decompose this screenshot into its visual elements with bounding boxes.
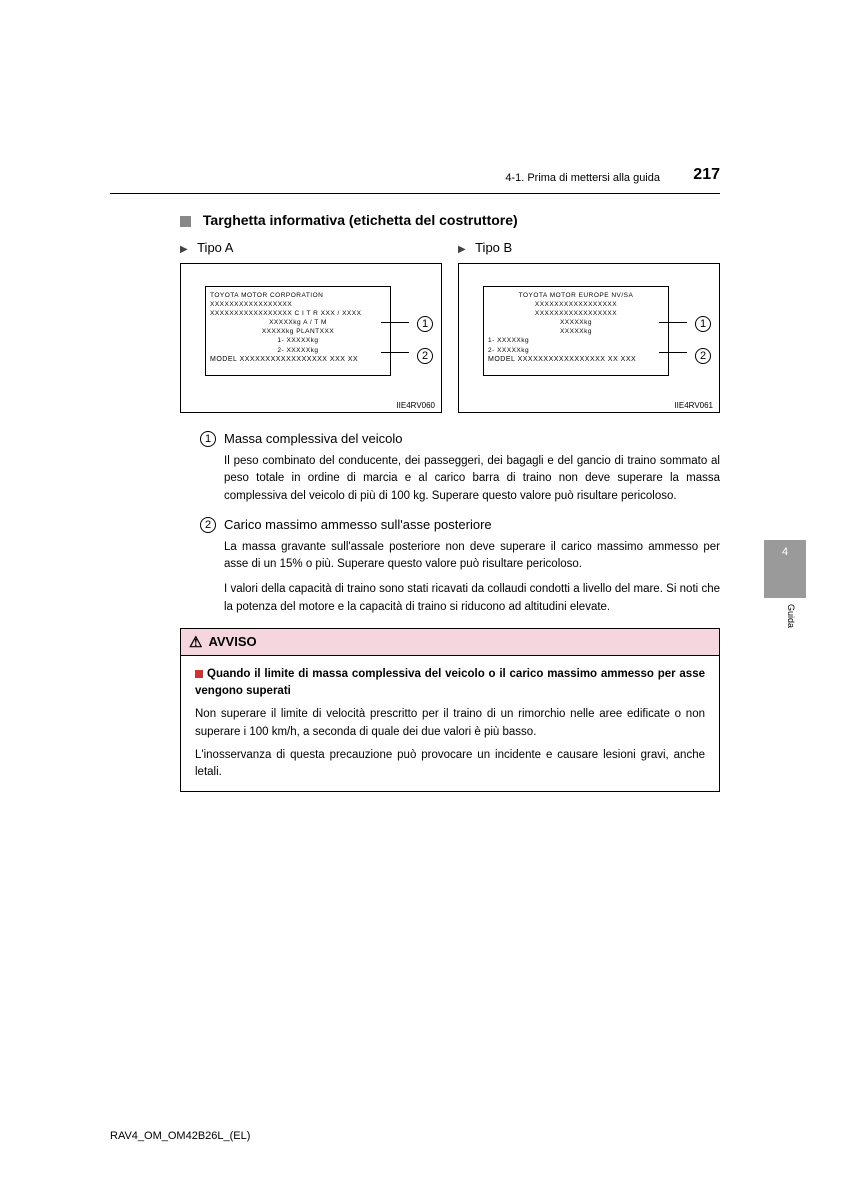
def-2-p2: I valori della capacità di traino sono s… bbox=[224, 581, 720, 616]
type-b-text: Tipo B bbox=[475, 240, 512, 255]
callout-line bbox=[381, 322, 409, 323]
callouts-a: 1 2 bbox=[417, 314, 433, 378]
definition-2-head: 2 Carico massimo ammesso sull'asse poste… bbox=[200, 517, 720, 533]
type-b-column: ▶ Tipo B TOYOTA MOTOR EUROPE NV/SA XXXXX… bbox=[458, 240, 720, 413]
image-code-a: IIE4RV060 bbox=[396, 401, 435, 410]
def-title-1: Massa complessiva del veicolo bbox=[224, 431, 402, 446]
callout-2: 2 bbox=[417, 348, 433, 364]
notice-body: Quando il limite di massa complessiva de… bbox=[181, 656, 719, 792]
plate-line: TOYOTA MOTOR CORPORATION bbox=[210, 291, 386, 300]
callout-line bbox=[659, 352, 687, 353]
notice-label: AVVISO bbox=[208, 634, 256, 649]
plate-line: MODEL XXXXXXXXXXXXXXXXX XX XXX bbox=[488, 355, 664, 365]
notice-box: ⚠ AVVISO Quando il limite di massa compl… bbox=[180, 628, 720, 793]
type-a-plate: TOYOTA MOTOR CORPORATION XXXXXXXXXXXXXXX… bbox=[205, 286, 391, 376]
plate-line: TOYOTA MOTOR EUROPE NV/SA bbox=[488, 291, 664, 300]
def-num-2: 2 bbox=[200, 517, 216, 533]
red-square-icon bbox=[195, 670, 203, 678]
definition-2-body: La massa gravante sull'assale posteriore… bbox=[224, 539, 720, 616]
plate-line: XXXXXXXXXXXXXXXXX bbox=[210, 300, 386, 309]
callout-1: 1 bbox=[695, 316, 711, 332]
section-title: Targhetta informativa (etichetta del cos… bbox=[180, 212, 720, 228]
types-row: ▶ Tipo A TOYOTA MOTOR CORPORATION XXXXXX… bbox=[180, 240, 720, 413]
def-title-2: Carico massimo ammesso sull'asse posteri… bbox=[224, 517, 492, 532]
plate-line: XXXXXXXXXXXXXXXXX bbox=[488, 309, 664, 318]
callout-2: 2 bbox=[695, 348, 711, 364]
type-b-label: ▶ Tipo B bbox=[458, 240, 720, 255]
chapter-number: 4 bbox=[764, 540, 806, 558]
plate-line: XXXXXkg A / T M bbox=[210, 318, 386, 327]
plate-line: 1- XXXXXkg bbox=[210, 336, 386, 345]
plate-line: XXXXXkg bbox=[488, 327, 664, 336]
plate-line: XXXXXkg PLANTXXX bbox=[210, 327, 386, 336]
chapter-label: Guida bbox=[786, 604, 796, 628]
plate-line: XXXXXXXXXXXXXXXXX C I T R XXX / XXXX bbox=[210, 309, 386, 318]
triangle-bullet-icon: ▶ bbox=[180, 244, 188, 255]
footer-code: RAV4_OM_OM42B26L_(EL) bbox=[110, 1130, 250, 1142]
image-code-b: IIE4RV061 bbox=[674, 401, 713, 410]
type-a-plate-box: TOYOTA MOTOR CORPORATION XXXXXXXXXXXXXXX… bbox=[180, 263, 442, 413]
page-number: 217 bbox=[693, 166, 720, 184]
notice-p2: L'inosservanza di questa precauzione può… bbox=[195, 747, 705, 782]
callout-line bbox=[381, 352, 409, 353]
plate-line: XXXXXkg bbox=[488, 318, 664, 327]
definition-2: 2 Carico massimo ammesso sull'asse poste… bbox=[200, 517, 720, 616]
def-1-text: Il peso combinato del conducente, dei pa… bbox=[224, 453, 720, 505]
page-content: 4-1. Prima di mettersi alla guida 217 Ta… bbox=[110, 170, 720, 792]
notice-p1: Non superare il limite di velocità presc… bbox=[195, 706, 705, 741]
plate-line: 1- XXXXXkg bbox=[488, 336, 664, 345]
def-num-1: 1 bbox=[200, 431, 216, 447]
definition-1: 1 Massa complessiva del veicolo Il peso … bbox=[200, 431, 720, 505]
notice-header: ⚠ AVVISO bbox=[181, 629, 719, 656]
callout-line bbox=[659, 322, 687, 323]
warning-icon: ⚠ bbox=[189, 633, 202, 651]
triangle-bullet-icon: ▶ bbox=[458, 244, 466, 255]
definition-1-body: Il peso combinato del conducente, dei pa… bbox=[224, 453, 720, 505]
chapter-tab: 4 bbox=[764, 540, 806, 598]
square-bullet-icon bbox=[180, 216, 191, 227]
type-b-plate-box: TOYOTA MOTOR EUROPE NV/SA XXXXXXXXXXXXXX… bbox=[458, 263, 720, 413]
def-2-p1: La massa gravante sull'assale posteriore… bbox=[224, 539, 720, 574]
definition-1-head: 1 Massa complessiva del veicolo bbox=[200, 431, 720, 447]
callouts-b: 1 2 bbox=[695, 314, 711, 378]
type-a-label: ▶ Tipo A bbox=[180, 240, 442, 255]
plate-line: 2- XXXXXkg bbox=[210, 346, 386, 355]
plate-line: XXXXXXXXXXXXXXXXX bbox=[488, 300, 664, 309]
plate-line: 2- XXXXXkg bbox=[488, 346, 664, 355]
type-b-plate: TOYOTA MOTOR EUROPE NV/SA XXXXXXXXXXXXXX… bbox=[483, 286, 669, 376]
notice-subtitle: Quando il limite di massa complessiva de… bbox=[195, 666, 705, 701]
section-title-text: Targhetta informativa (etichetta del cos… bbox=[203, 212, 518, 228]
definitions: 1 Massa complessiva del veicolo Il peso … bbox=[200, 431, 720, 616]
plate-line: MODEL XXXXXXXXXXXXXXXXX XXX XX bbox=[210, 355, 386, 365]
header-rule: 4-1. Prima di mettersi alla guida 217 bbox=[110, 170, 720, 194]
type-a-column: ▶ Tipo A TOYOTA MOTOR CORPORATION XXXXXX… bbox=[180, 240, 442, 413]
breadcrumb: 4-1. Prima di mettersi alla guida bbox=[505, 172, 660, 184]
callout-1: 1 bbox=[417, 316, 433, 332]
type-a-text: Tipo A bbox=[197, 240, 233, 255]
notice-subtitle-text: Quando il limite di massa complessiva de… bbox=[195, 668, 705, 697]
